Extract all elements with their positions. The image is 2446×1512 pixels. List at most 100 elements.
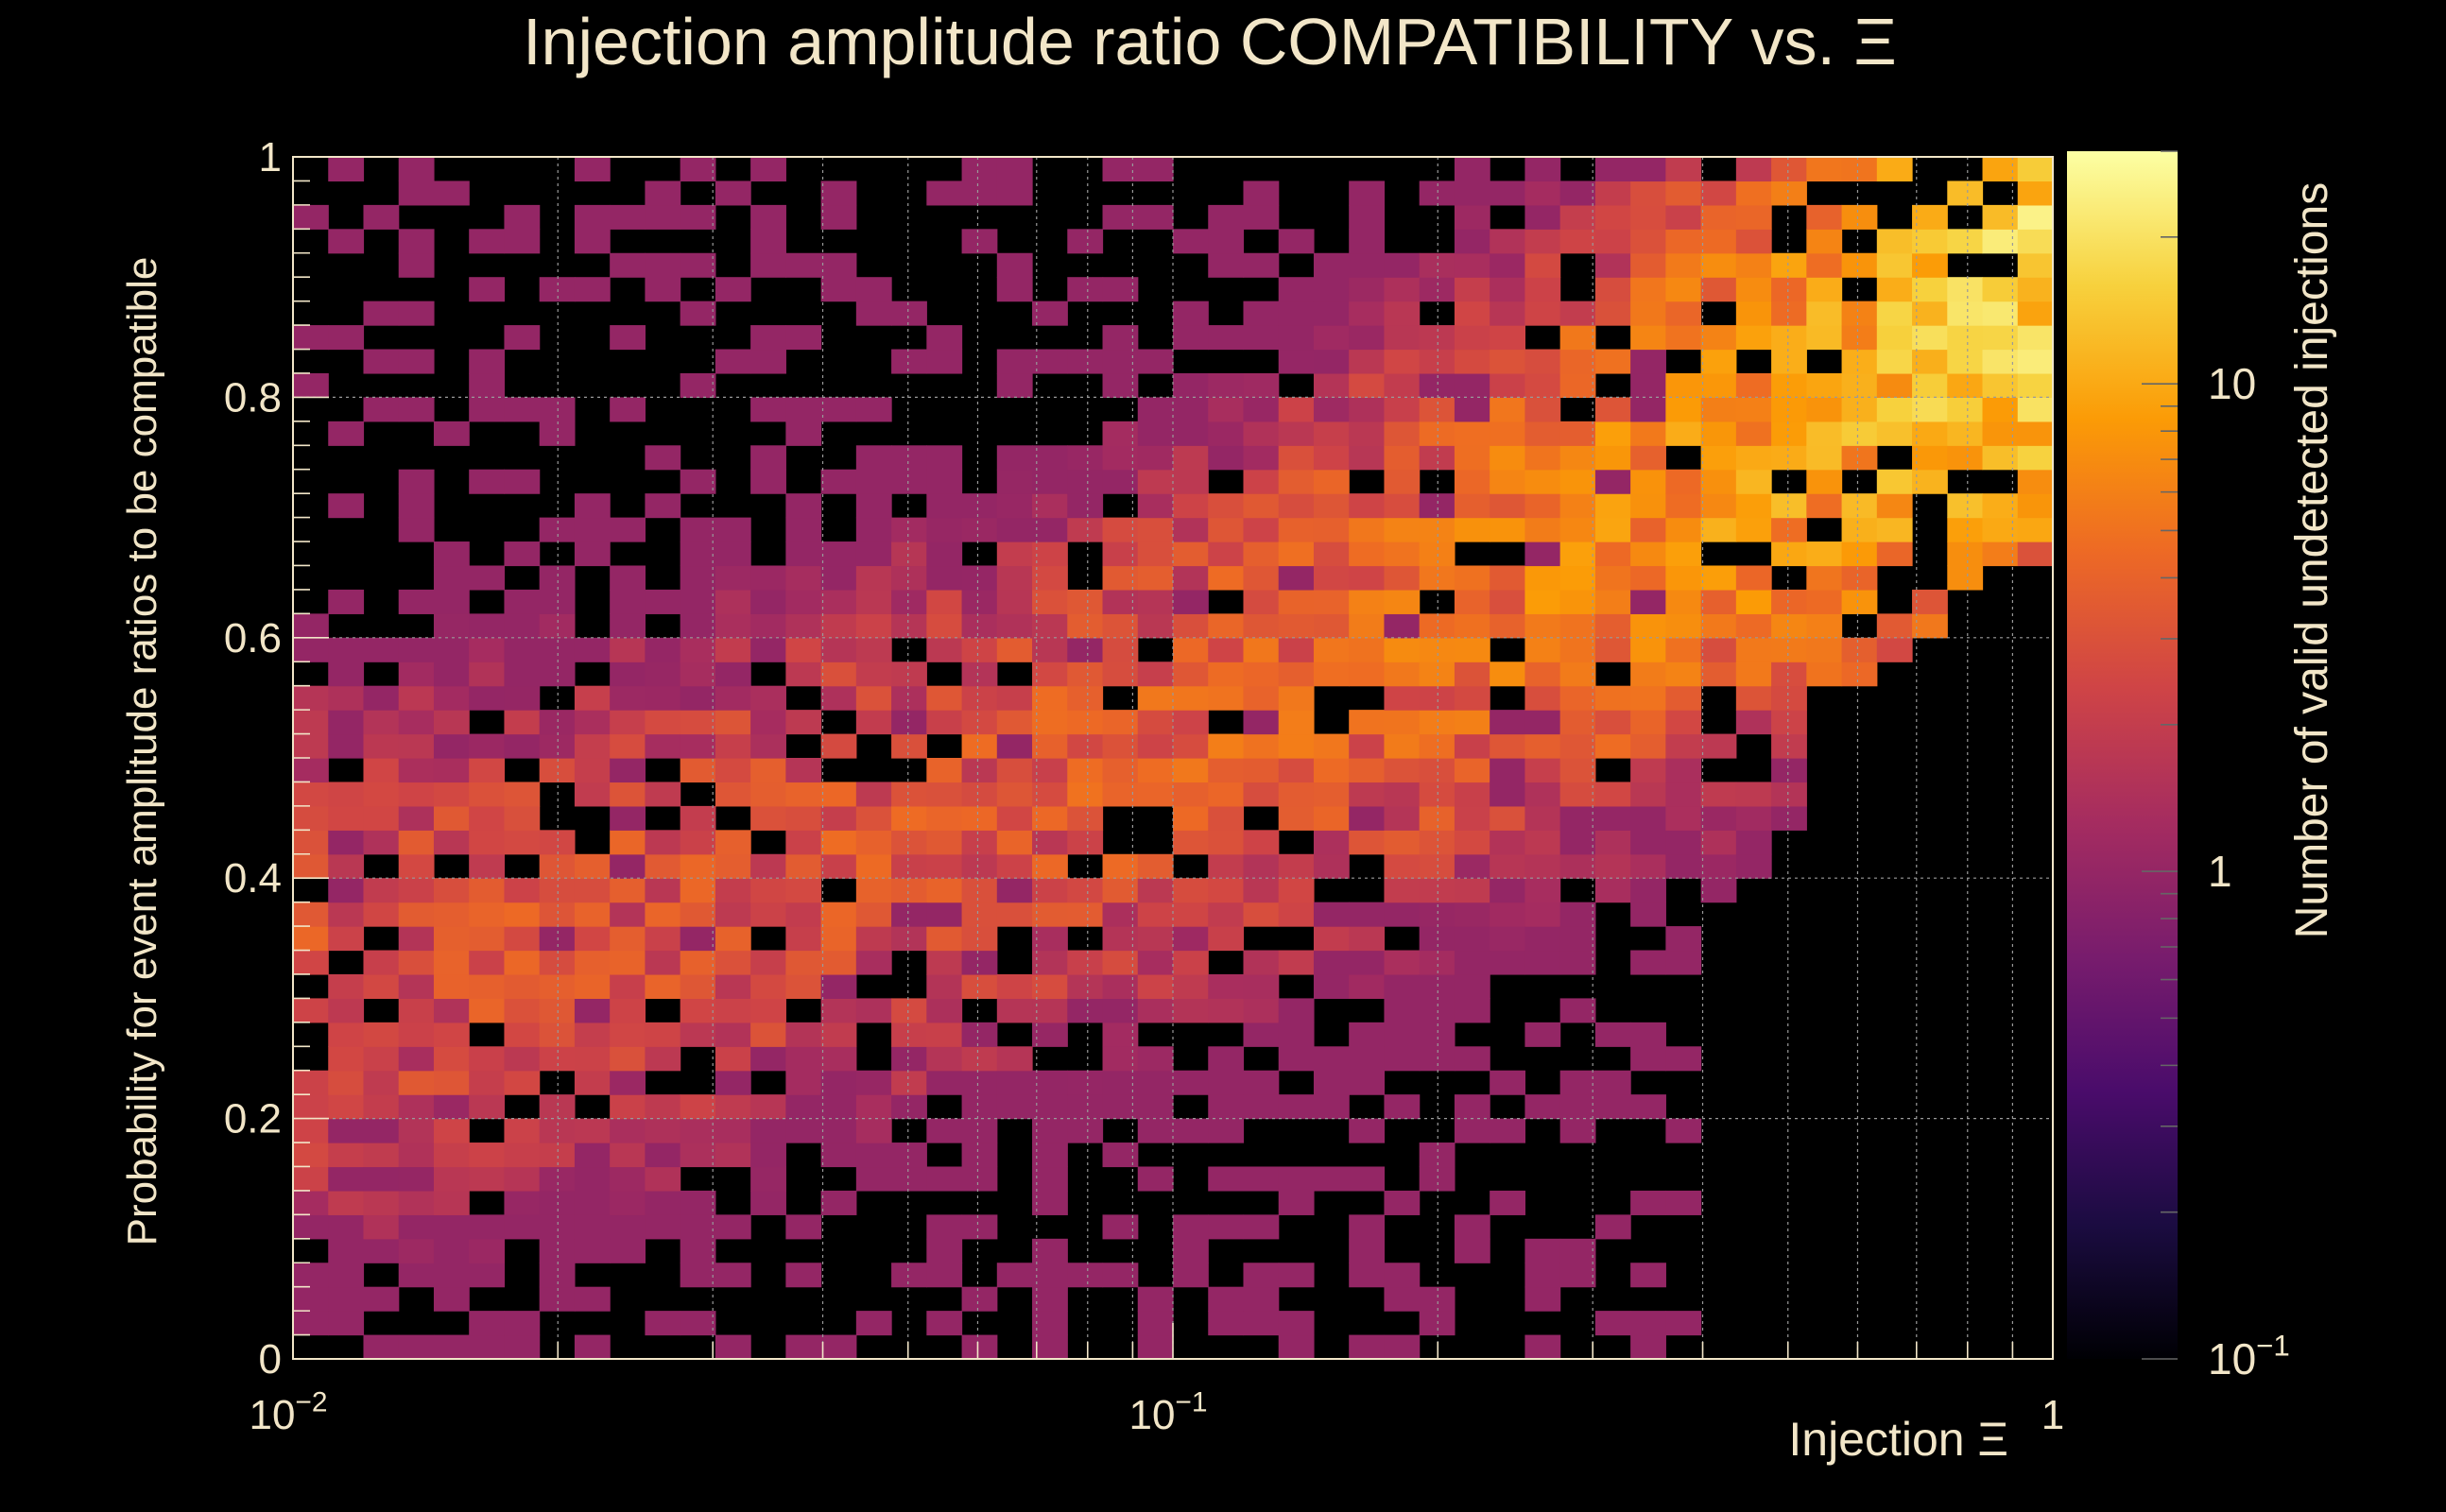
heatmap-cell — [1278, 613, 1315, 639]
heatmap-cell — [891, 662, 927, 687]
heatmap-cell — [539, 1094, 576, 1120]
heatmap-cell — [750, 229, 786, 254]
heatmap-cell — [1384, 565, 1421, 591]
heatmap-cell — [1490, 397, 1525, 422]
heatmap-cell — [926, 950, 963, 975]
colorbar — [2067, 151, 2178, 1359]
heatmap-cell — [1243, 1286, 1280, 1312]
heatmap-cell — [961, 758, 998, 783]
heatmap-cell — [926, 349, 963, 374]
heatmap-cell — [855, 469, 892, 494]
heatmap-cell — [926, 613, 963, 639]
heatmap-cell — [996, 758, 1033, 783]
heatmap-cell — [1243, 998, 1280, 1023]
heatmap-cell — [1876, 325, 1913, 351]
heatmap-cell — [1067, 662, 1104, 687]
heatmap-cell — [1947, 565, 1984, 591]
heatmap-cell — [715, 902, 751, 927]
heatmap-cell — [820, 613, 857, 639]
heatmap-cell — [2017, 445, 2053, 471]
heatmap-cell — [1524, 1022, 1561, 1047]
heatmap-cell — [293, 758, 329, 783]
heatmap-cell — [1524, 397, 1561, 422]
heatmap-cell — [1559, 710, 1596, 735]
y-tick-label: 0.8 — [224, 374, 282, 421]
heatmap-cell — [433, 613, 470, 639]
heatmap-cell — [1841, 325, 1878, 351]
heatmap-cell — [328, 1143, 365, 1168]
heatmap-cell — [1876, 541, 1913, 567]
heatmap-cell — [1349, 662, 1386, 687]
heatmap-cell — [1559, 469, 1596, 494]
heatmap-cell — [715, 1070, 751, 1095]
heatmap-cell — [680, 710, 716, 735]
heatmap-cell — [1173, 1214, 1209, 1240]
heatmap-cell — [855, 805, 892, 831]
heatmap-cell — [961, 157, 998, 182]
heatmap-cell — [1665, 926, 1702, 952]
heatmap-cell — [1032, 589, 1068, 614]
heatmap-cell — [1771, 782, 1807, 807]
heatmap-cell — [610, 973, 646, 999]
heatmap-cell — [1419, 805, 1456, 831]
heatmap-cell — [1173, 926, 1209, 952]
heatmap-cell — [1419, 998, 1456, 1023]
heatmap-cell — [1137, 998, 1174, 1023]
heatmap-cell — [1594, 541, 1631, 567]
heatmap-cell — [1594, 229, 1631, 254]
heatmap-cell — [750, 950, 786, 975]
heatmap-cell — [1137, 1166, 1174, 1192]
heatmap-cell — [1630, 853, 1666, 879]
heatmap-cell — [680, 1214, 716, 1240]
heatmap-cell — [1454, 252, 1490, 278]
heatmap-cell — [328, 1238, 365, 1263]
heatmap-cell — [1349, 277, 1386, 302]
heatmap-cell — [1384, 493, 1421, 519]
heatmap-cell — [820, 469, 857, 494]
heatmap-cell — [1208, 204, 1245, 230]
heatmap-cell — [1384, 1046, 1421, 1072]
heatmap-cell — [363, 973, 400, 999]
heatmap-cell — [750, 998, 786, 1023]
heatmap-cell — [1524, 1238, 1561, 1263]
heatmap-cell — [1208, 252, 1245, 278]
heatmap-cell — [1278, 805, 1315, 831]
heatmap-cell — [1490, 830, 1525, 855]
heatmap-cell — [1841, 589, 1878, 614]
heatmap-cell — [1384, 902, 1421, 927]
heatmap-cell — [1630, 541, 1666, 567]
heatmap-cell — [433, 662, 470, 687]
heatmap-cell — [1384, 973, 1421, 999]
heatmap-cell — [1173, 830, 1209, 855]
heatmap-cell — [1278, 1022, 1315, 1047]
heatmap-cell — [855, 830, 892, 855]
heatmap-cell — [1349, 637, 1386, 662]
heatmap-cell — [1419, 733, 1456, 759]
heatmap-cell — [2017, 517, 2053, 542]
heatmap-cell — [996, 902, 1033, 927]
heatmap-cell — [1524, 1094, 1561, 1120]
heatmap-cell — [1384, 853, 1421, 879]
x-tick-label: 10−1 — [1128, 1387, 1207, 1438]
heatmap-cell — [926, 1166, 963, 1192]
heatmap-cell — [680, 541, 716, 567]
heatmap-cell — [1876, 469, 1913, 494]
heatmap-cell — [1032, 517, 1068, 542]
heatmap-cell — [398, 1070, 435, 1095]
heatmap-cell — [504, 1070, 541, 1095]
heatmap-cell — [1384, 758, 1421, 783]
heatmap-cell — [820, 973, 857, 999]
heatmap-cell — [1032, 1166, 1068, 1192]
heatmap-cell — [1771, 733, 1807, 759]
heatmap-cell — [1630, 180, 1666, 206]
heatmap-cell — [610, 853, 646, 879]
heatmap-cell — [891, 469, 927, 494]
heatmap-cell — [1419, 349, 1456, 374]
heatmap-cell — [1630, 229, 1666, 254]
heatmap-cell — [1313, 565, 1350, 591]
heatmap-cell — [680, 878, 716, 903]
heatmap-cell — [1524, 541, 1561, 567]
heatmap-cell — [1032, 1094, 1068, 1120]
heatmap-cell — [1524, 950, 1561, 975]
heatmap-cell — [539, 589, 576, 614]
